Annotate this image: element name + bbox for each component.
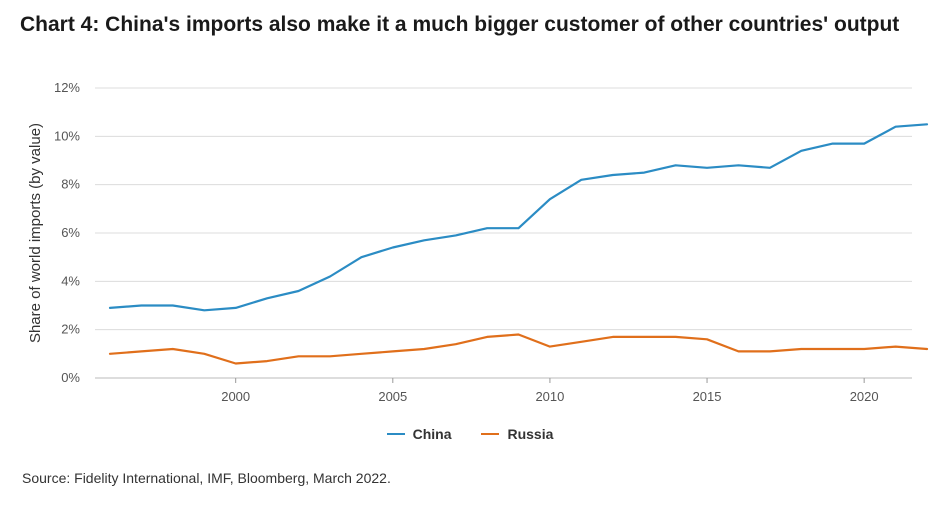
y-axis-ticks: 0% 2% 4% 6% 8% 10% 12% [54, 80, 80, 385]
y-tick-label: 12% [54, 80, 80, 95]
y-tick-label: 10% [54, 128, 80, 143]
series-line-china [108, 123, 929, 312]
y-tick-label: 4% [61, 273, 80, 288]
x-tick-label: 2020 [850, 389, 879, 404]
y-tick-label: 8% [61, 177, 80, 192]
series-line-russia [108, 333, 929, 365]
chart-title: Chart 4: China's imports also make it a … [20, 13, 900, 36]
legend: China Russia [0, 426, 940, 442]
source-note: Source: Fidelity International, IMF, Blo… [22, 470, 391, 486]
legend-label-china: China [412, 426, 452, 442]
line-chart: 0% 2% 4% 6% 8% 10% 12% 2000 2005 2010 2015 2020 Sh… [27, 80, 929, 404]
legend-item-russia[interactable]: Russia [481, 426, 553, 442]
x-axis: 2000 2005 2010 2015 2020 [221, 378, 879, 404]
legend-swatch-china [386, 433, 405, 435]
legend-label-russia: Russia [507, 426, 554, 442]
x-tick-label: 2015 [693, 389, 722, 404]
y-tick-label: 6% [61, 225, 80, 240]
x-tick-label: 2005 [378, 389, 407, 404]
gridlines [95, 87, 912, 379]
y-axis-label: Share of world imports (by value) [27, 123, 44, 343]
x-tick-label: 2010 [535, 389, 564, 404]
x-tick-label: 2000 [221, 389, 250, 404]
legend-item-china[interactable]: China [386, 426, 452, 442]
y-tick-label: 0% [61, 370, 80, 385]
legend-swatch-russia [481, 433, 500, 435]
y-tick-label: 2% [61, 322, 80, 337]
series-lines [108, 123, 929, 365]
